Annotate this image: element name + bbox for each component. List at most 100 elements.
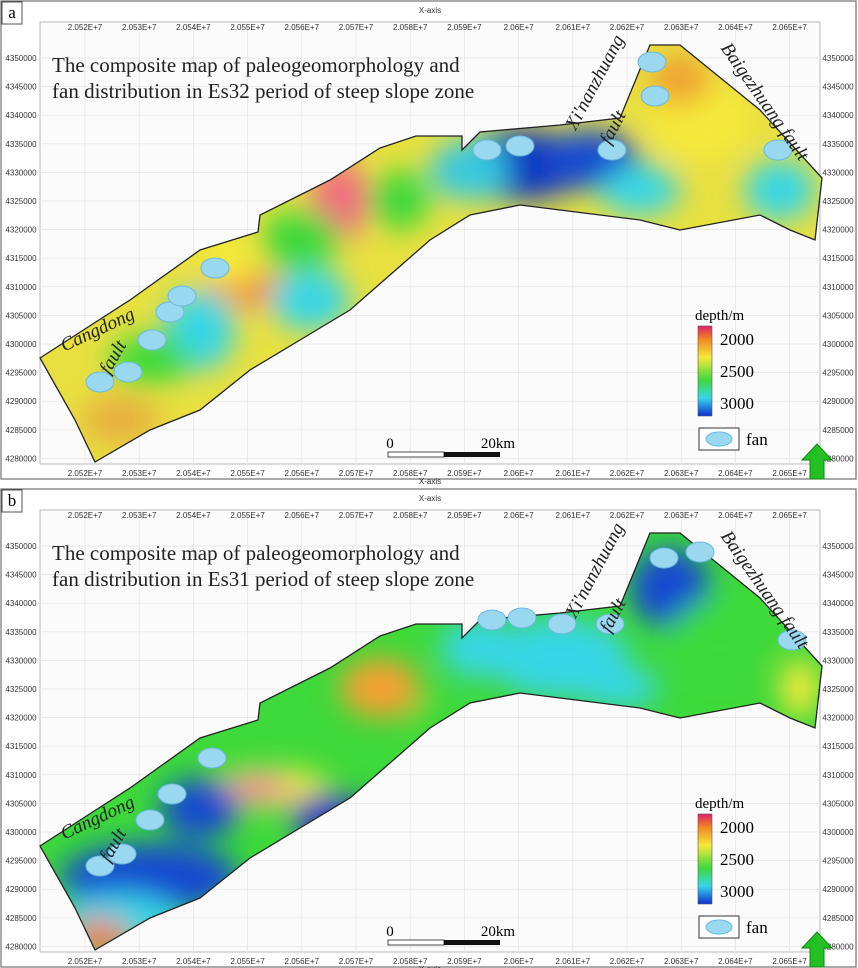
map-panel: b X-axis X-axis 2.052E+7 2.052E+7 2.053E+7 2.0…: [0, 488, 857, 968]
y-tick-label: 4310000: [5, 283, 37, 292]
y-tick-label: 4305000: [822, 799, 854, 808]
x-tick-label: 2.053E+7: [122, 23, 157, 32]
map-outline: [39, 532, 823, 951]
title: fan distribution in Es31 period of steep…: [52, 567, 474, 591]
y-tick-label: 4325000: [5, 197, 37, 206]
legend-title: depth/m: [695, 796, 744, 812]
x-tick-label: 2.054E+7: [176, 511, 211, 520]
x-tick-label: 2.052E+7: [68, 511, 103, 520]
scale-label: 0: [386, 436, 394, 452]
title: The composite map of paleogeomorphology …: [52, 53, 460, 77]
x-tick-label: 2.062E+7: [610, 957, 645, 966]
legend-title: depth/m: [695, 308, 744, 324]
x-tick-label: 2.053E+7: [122, 957, 157, 966]
x-tick-label: 2.054E+7: [176, 469, 211, 478]
x-tick-label: 2.055E+7: [230, 957, 265, 966]
y-tick-label: 4340000: [822, 111, 854, 120]
fan: [200, 257, 230, 279]
x-tick-label: 2.056E+7: [285, 23, 320, 32]
depth-zone: [780, 658, 820, 718]
fan-legend-icon: [705, 431, 733, 447]
map-panel: a X-axis X-axis 2.052E+7 2.052E+7 2.053E+7 2.0…: [0, 0, 857, 486]
fan: [547, 613, 577, 635]
x-tick-label: 2.063E+7: [664, 469, 699, 478]
legend-value: 2000: [720, 330, 754, 349]
x-tick-label: 2.059E+7: [447, 23, 482, 32]
fan: [137, 329, 167, 351]
fan: [155, 301, 185, 323]
scale-bar: [387, 939, 445, 946]
fan: [167, 285, 197, 307]
y-tick-label: 4330000: [5, 168, 37, 177]
depth-zone: [370, 170, 430, 230]
fan: [597, 139, 627, 161]
y-tick-label: 4300000: [5, 340, 37, 349]
fan: [640, 85, 670, 107]
y-tick-label: 4320000: [5, 226, 37, 235]
y-tick-label: 4285000: [5, 426, 37, 435]
x-tick-label: 2.06E+7: [504, 23, 535, 32]
x-tick-label: 2.054E+7: [176, 23, 211, 32]
y-tick-label: 4330000: [822, 656, 854, 665]
y-tick-label: 4350000: [822, 54, 854, 63]
x-tick-label: 2.064E+7: [718, 511, 753, 520]
y-tick-label: 4295000: [822, 369, 854, 378]
y-tick-label: 4325000: [822, 197, 854, 206]
y-tick-label: 4305000: [5, 311, 37, 320]
y-tick-label: 4350000: [5, 542, 37, 551]
x-tick-label: 2.052E+7: [68, 23, 103, 32]
x-tick-label: 2.06E+7: [504, 469, 535, 478]
label-box: [1, 1, 23, 25]
y-tick-label: 4320000: [822, 226, 854, 235]
y-tick-label: 4320000: [5, 714, 37, 723]
depth-zone: [80, 395, 160, 445]
x-tick-label: 2.059E+7: [447, 469, 482, 478]
y-tick-label: 4310000: [822, 771, 854, 780]
x-axis-label: X-axis: [419, 6, 441, 15]
fan: [157, 783, 187, 805]
y-tick-label: 4285000: [5, 914, 37, 923]
x-tick-label: 2.065E+7: [772, 957, 807, 966]
y-tick-label: 4280000: [5, 942, 37, 951]
x-tick-label: 2.057E+7: [339, 957, 374, 966]
y-tick-label: 4280000: [822, 942, 854, 951]
x-tick-label: 2.065E+7: [772, 511, 807, 520]
x-tick-label: 2.063E+7: [664, 511, 699, 520]
x-tick-label: 2.061E+7: [556, 469, 591, 478]
x-tick-label: 2.06E+7: [504, 957, 535, 966]
legend-value: 3000: [720, 394, 754, 413]
y-tick-label: 4300000: [822, 340, 854, 349]
y-tick-label: 4310000: [822, 283, 854, 292]
y-tick-label: 4335000: [5, 628, 37, 637]
y-tick-label: 4290000: [5, 885, 37, 894]
y-tick-label: 4350000: [822, 542, 854, 551]
panel-label: b: [8, 491, 17, 510]
y-tick-label: 4305000: [822, 311, 854, 320]
color-bar: [697, 325, 713, 417]
depth-zone: [340, 658, 420, 718]
x-tick-label: 2.064E+7: [718, 957, 753, 966]
x-tick-label: 2.061E+7: [556, 23, 591, 32]
x-tick-label: 2.053E+7: [122, 511, 157, 520]
fan-legend-label: fan: [746, 918, 768, 937]
fan: [505, 135, 535, 157]
x-tick-label: 2.055E+7: [230, 511, 265, 520]
title: fan distribution in Es32 period of steep…: [52, 79, 474, 103]
x-tick-label: 2.057E+7: [339, 469, 374, 478]
y-tick-label: 4290000: [5, 397, 37, 406]
fan: [595, 613, 625, 635]
y-tick-label: 4295000: [5, 369, 37, 378]
depth-zone: [745, 160, 815, 220]
x-tick-label: 2.063E+7: [664, 957, 699, 966]
label-box: [1, 489, 23, 513]
map-outline: [39, 44, 823, 463]
y-tick-label: 4315000: [822, 254, 854, 263]
x-tick-label: 2.056E+7: [285, 469, 320, 478]
depth-zone: [270, 270, 350, 330]
x-tick-label: 2.064E+7: [718, 23, 753, 32]
fan-legend-label: fan: [746, 430, 768, 449]
legend-value: 2500: [720, 362, 754, 381]
y-tick-label: 4280000: [822, 454, 854, 463]
y-tick-label: 4325000: [5, 685, 37, 694]
